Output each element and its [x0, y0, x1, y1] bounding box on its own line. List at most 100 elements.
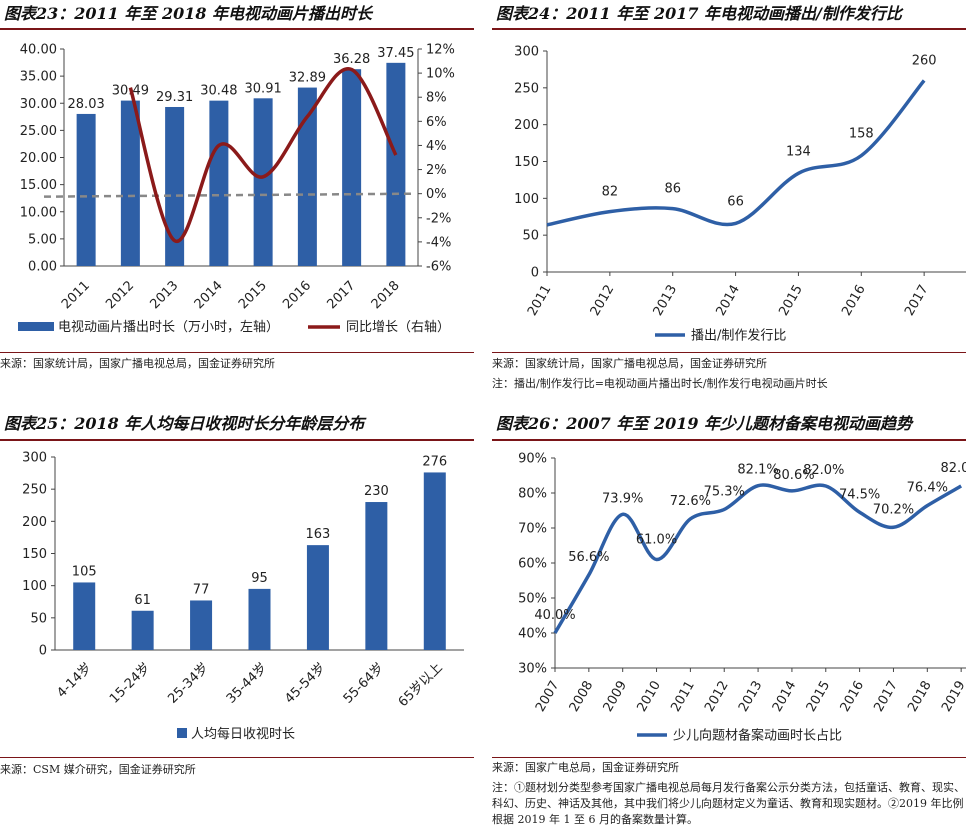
right-tick-label: 6%: [426, 115, 447, 130]
bar-data-label: 61: [134, 593, 151, 608]
point-data-label: 73.9%: [602, 491, 643, 506]
title-rule: [492, 439, 966, 441]
right-tick-label: -6%: [426, 260, 451, 275]
y-tick-label: 200: [514, 118, 539, 133]
y-tick-label: 30%: [518, 662, 547, 677]
bar-data-label: 77: [193, 582, 210, 597]
y-tick-label: 60%: [518, 557, 547, 572]
y-tick-label: 250: [514, 81, 539, 96]
bar-data-label: 37.45: [377, 46, 414, 61]
chart-26: 30% 40% 50% 60% 70% 80% 90% 40.0% 56.6% 73.9% 61.0…: [518, 452, 966, 744]
title-rule: [492, 28, 966, 30]
bar: [73, 582, 96, 650]
right-tick-label: -2%: [426, 211, 451, 226]
x-tick-label: 4-14岁: [54, 660, 95, 701]
x-tick-label: 2012: [588, 283, 618, 319]
legend-label: 人均每日收视时长: [191, 726, 295, 742]
y-tick-label: 50: [30, 611, 47, 626]
chart-source: 来源：CSM 媒介研究，国金证券研究所: [0, 763, 196, 776]
bar-data-label: 105: [72, 564, 97, 579]
bar: [342, 69, 362, 266]
point-data-label: 66: [727, 194, 744, 209]
x-tick-label: 2015: [236, 278, 270, 312]
series-line: [553, 483, 963, 634]
bar: [248, 588, 271, 650]
point-data-label: 76.4%: [907, 481, 948, 496]
point-data-label: 82.0%: [940, 461, 966, 476]
chart-25: 0 50 100 150 200 250 300 105 61 77 95 163 230 276 4-14…: [22, 451, 464, 742]
left-tick-label: 15.00: [20, 178, 57, 193]
y-tick-label: 300: [22, 451, 47, 466]
x-tick-label: 2011: [525, 283, 555, 319]
y-tick-label: 90%: [518, 452, 547, 467]
bar: [120, 100, 140, 266]
y-tick-label: 100: [514, 192, 539, 207]
bar: [297, 87, 317, 266]
point-data-label: 74.5%: [839, 487, 880, 502]
point-data-label: 82.0%: [803, 463, 844, 478]
x-tick-label: 2013: [651, 283, 681, 319]
x-tick-label: 2007: [533, 679, 563, 715]
right-tick-label: 0%: [426, 187, 447, 202]
y-tick-label: 80%: [518, 487, 547, 502]
bar: [209, 100, 229, 266]
right-tick-label: 2%: [426, 163, 447, 178]
legend-label: 少儿向题材备案动画时长占比: [673, 728, 842, 744]
y-tick-label: 0: [531, 266, 539, 281]
source-rule: [492, 757, 966, 758]
chart-panel-25: 图表25：2018 年人均每日收视时长分年龄层分布 0 50 100 150 200 25…: [0, 410, 474, 831]
left-tick-label: 5.00: [28, 232, 57, 247]
right-tick-label: 4%: [426, 139, 447, 154]
bar-data-label: 163: [306, 527, 331, 542]
bar-data-label: 95: [251, 571, 268, 586]
x-tick-label: 2015: [776, 283, 806, 319]
x-tick-label: 2012: [702, 679, 732, 715]
bar: [423, 472, 446, 650]
bar-data-label: 230: [364, 484, 389, 499]
zero-reference-line: [43, 192, 417, 198]
chart-panel-23: 图表23：2011 年至 2018 年电视动画片播出时长 0.00 5.00 10.…: [0, 0, 474, 400]
y-tick-label: 300: [514, 45, 539, 60]
bar-data-label: 28.03: [68, 97, 105, 112]
x-tick-label: 2017: [871, 679, 901, 715]
left-tick-label: 40.00: [20, 43, 57, 58]
left-tick-label: 35.00: [20, 70, 57, 85]
left-tick-label: 0.00: [28, 260, 57, 275]
left-tick-label: 30.00: [20, 97, 57, 112]
right-tick-label: -4%: [426, 235, 451, 250]
bar-data-label: 30.48: [200, 84, 237, 99]
chart-note: 注：①题材划分类型参考国家广播电视总局每月发行备案公示分类方法，包括童话、教育、…: [492, 781, 965, 826]
x-tick-label: 2017: [902, 283, 932, 319]
x-tick-label: 2014: [192, 278, 226, 312]
y-tick-label: 150: [22, 547, 47, 562]
chart-title: 图表23：2011 年至 2018 年电视动画片播出时长: [4, 4, 373, 23]
legend-line-label: 同比增长（右轴）: [346, 320, 450, 335]
bar: [76, 113, 96, 266]
y-tick-label: 40%: [518, 627, 547, 642]
bar: [165, 106, 185, 266]
bar: [386, 62, 406, 266]
y-tick-label: 70%: [518, 522, 547, 537]
point-data-label: 80.6%: [773, 468, 814, 483]
y-tick-label: 0: [39, 644, 47, 659]
x-tick-label: 45-54岁: [282, 660, 329, 707]
source-rule: [492, 352, 966, 353]
bar: [306, 545, 329, 650]
chart-source: 来源：国家广电总局，国金证券研究所: [492, 761, 679, 774]
x-tick-label: 2013: [147, 278, 181, 312]
x-tick-label: 2014: [713, 283, 743, 319]
x-tick-label: 2013: [736, 679, 766, 715]
left-tick-label: 20.00: [20, 151, 57, 166]
chart-source: 来源：国家统计局，国家广播电视总局，国金证券研究所: [0, 357, 275, 370]
x-tick-label: 2011: [59, 278, 93, 312]
x-tick-label: 2016: [839, 283, 869, 319]
left-tick-label: 25.00: [20, 124, 57, 139]
left-tick-label: 10.00: [20, 205, 57, 220]
right-tick-label: 8%: [426, 91, 447, 106]
chart-title: 图表26：2007 年至 2019 年少儿题材备案电视动画趋势: [496, 414, 913, 433]
chart-title: 图表24：2011 年至 2017 年电视动画播出/制作发行比: [496, 4, 902, 23]
x-tick-label: 2010: [634, 679, 664, 715]
point-data-label: 70.2%: [873, 502, 914, 517]
chart-panel-26: 图表26：2007 年至 2019 年少儿题材备案电视动画趋势 30% 40% 50…: [492, 410, 966, 831]
x-tick-label: 2017: [324, 278, 358, 312]
